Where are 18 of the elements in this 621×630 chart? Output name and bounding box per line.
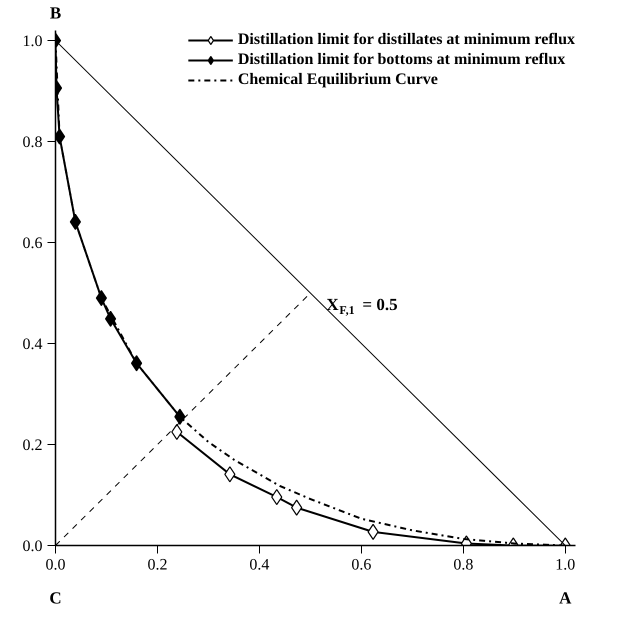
y-tick-label: 0.4 bbox=[22, 336, 42, 354]
y-tick-label: 0.6 bbox=[22, 235, 42, 252]
legend-label: Chemical Equilibrium Curve bbox=[238, 70, 438, 90]
x-tick-label: 0.6 bbox=[351, 556, 372, 574]
legend-label: Distillation limit for bottoms at minimum reflux bbox=[238, 50, 566, 70]
x-tick-label: 0.8 bbox=[453, 556, 474, 574]
y-tick-label: 1.0 bbox=[22, 33, 42, 50]
x-tick-label: 0.0 bbox=[46, 556, 66, 574]
x-tick-label: 1.0 bbox=[555, 556, 576, 574]
y-tick-label: 0.8 bbox=[22, 134, 42, 152]
legend-label: Distillation limit for distillates at minimum reflux bbox=[238, 30, 575, 50]
y-tick-label: 0.2 bbox=[22, 437, 42, 454]
annotation: A bbox=[559, 588, 572, 608]
x-tick-label: 0.4 bbox=[249, 556, 270, 574]
x-tick-label: 0.2 bbox=[147, 556, 168, 574]
annotation: B bbox=[50, 4, 62, 22]
y-tick-label: 0.0 bbox=[22, 538, 42, 555]
annotation: C bbox=[49, 588, 62, 608]
